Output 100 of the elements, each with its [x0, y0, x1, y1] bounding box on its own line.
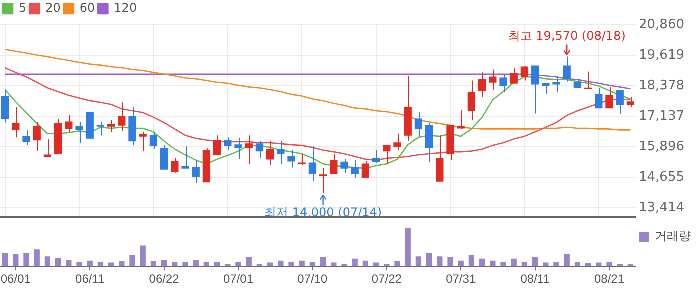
candlestick	[362, 160, 370, 178]
candlestick	[606, 86, 614, 109]
bar	[66, 260, 72, 267]
candlestick	[351, 160, 359, 178]
bar	[172, 262, 178, 267]
candlestick	[22, 130, 30, 146]
bar	[130, 255, 136, 267]
bar	[554, 262, 560, 267]
bar	[55, 258, 62, 267]
candlestick	[288, 150, 296, 168]
bar	[214, 262, 220, 267]
y-tick-label: 13,414	[639, 200, 684, 216]
bar	[34, 250, 40, 267]
candlestick	[510, 68, 518, 84]
candlestick	[340, 158, 348, 174]
candlestick	[563, 56, 571, 82]
candlestick	[414, 112, 423, 138]
x-tick-label: 07/22	[372, 272, 402, 286]
bar	[161, 260, 168, 267]
x-tick-label: 08/21	[594, 272, 625, 286]
candlestick	[139, 132, 147, 152]
bar	[98, 262, 104, 267]
candlestick	[76, 122, 84, 144]
bar	[416, 256, 422, 267]
candlestick	[150, 132, 158, 150]
bar	[585, 263, 592, 267]
candlestick	[595, 88, 603, 109]
bar	[150, 261, 157, 267]
bar	[24, 253, 30, 267]
candlestick	[266, 140, 274, 166]
candlestick	[489, 69, 497, 90]
bar	[288, 262, 294, 267]
bar	[606, 262, 612, 267]
bar	[511, 258, 517, 267]
bar	[458, 260, 464, 267]
x-tick-label: 06/11	[76, 272, 105, 286]
candlestick	[308, 146, 317, 182]
bar	[267, 262, 274, 267]
candlestick	[277, 140, 285, 165]
candlestick	[542, 82, 550, 96]
legend-label: 60	[80, 1, 96, 16]
bar	[87, 260, 93, 267]
candlestick	[12, 106, 20, 138]
candlestick	[457, 110, 465, 130]
candlestick	[182, 146, 190, 170]
bar	[299, 260, 305, 267]
candlestick	[1, 89, 10, 124]
candlestick	[394, 133, 402, 151]
bar	[437, 256, 443, 267]
bar	[246, 257, 252, 267]
bar	[617, 264, 623, 267]
candlestick	[552, 76, 560, 94]
bar	[204, 262, 210, 267]
bar	[193, 260, 199, 267]
bar	[13, 254, 19, 267]
x-tick-label: 07/10	[298, 272, 328, 286]
bar	[479, 258, 486, 267]
candlestick	[500, 74, 508, 94]
candlestick	[616, 90, 624, 114]
bar	[543, 262, 549, 267]
legend-label: 20	[46, 1, 61, 16]
y-tick-label: 17,137	[639, 108, 684, 124]
annotation: 최저 14,000 (07/14)	[264, 206, 382, 220]
candlestick	[436, 135, 444, 182]
bar	[140, 246, 146, 267]
bar	[574, 262, 581, 267]
bar	[448, 257, 454, 267]
legend-label: 120	[114, 1, 138, 16]
candlestick	[234, 138, 242, 160]
legend-label: 5	[19, 1, 27, 16]
bar	[596, 262, 602, 267]
candlestick	[256, 140, 264, 159]
candlestick	[118, 102, 126, 132]
bar	[490, 260, 496, 267]
bar	[405, 228, 411, 267]
annotation: 최고 19,570 (08/18)	[508, 28, 626, 43]
legend-label: 거래량	[655, 229, 691, 244]
candlestick	[383, 145, 391, 165]
bar	[628, 264, 634, 267]
x-tick-label: 08/11	[520, 272, 550, 286]
bar	[119, 261, 125, 267]
y-tick-label: 20,860	[639, 17, 684, 32]
candlestick	[626, 96, 635, 108]
bar	[384, 264, 390, 267]
candlestick	[245, 135, 253, 165]
candlestick	[44, 138, 52, 158]
bar	[225, 264, 231, 267]
x-tick-label: 06/22	[149, 272, 180, 286]
bar	[44, 256, 51, 267]
y-tick-label: 19,619	[639, 48, 684, 63]
bar	[310, 262, 316, 267]
bar	[256, 264, 263, 267]
y-tick-label: 18,378	[639, 78, 684, 94]
candlestick	[531, 66, 540, 114]
candlestick	[107, 120, 116, 133]
bar	[108, 262, 114, 267]
candlestick	[65, 114, 73, 133]
y-tick-label: 14,655	[639, 170, 684, 185]
bar	[468, 255, 475, 267]
candlestick	[160, 144, 168, 170]
